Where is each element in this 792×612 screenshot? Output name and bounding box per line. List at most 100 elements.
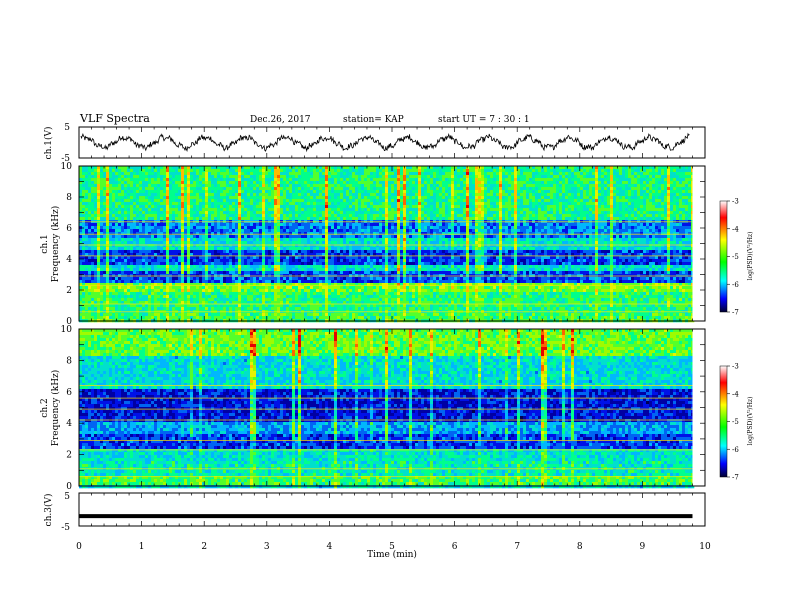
spectrogram-cell xyxy=(154,196,161,200)
spectrogram-cell xyxy=(217,211,221,215)
spectrogram-cell xyxy=(559,256,566,260)
spectrogram-cell xyxy=(454,229,458,233)
spectrogram-cell xyxy=(136,199,140,203)
spectrogram-cell xyxy=(376,193,383,197)
spectrogram-cell xyxy=(484,253,494,257)
spectrogram-cell xyxy=(235,235,239,239)
spectrogram-cell xyxy=(274,172,281,176)
spectrogram-cell xyxy=(463,238,467,242)
spectrogram-cell xyxy=(265,223,275,227)
spectrogram-cell xyxy=(484,241,488,245)
spectrogram-cell xyxy=(79,202,83,206)
spectrogram-cell xyxy=(370,199,374,203)
spectrogram-cell xyxy=(232,229,236,233)
spectrogram-cell xyxy=(424,244,428,248)
spectrogram-cell xyxy=(286,229,290,233)
spectrogram-cell xyxy=(523,214,527,218)
spectrogram-cell xyxy=(187,172,191,176)
spectrogram-cell xyxy=(127,217,131,221)
spectrogram-cell xyxy=(262,181,266,185)
spectrogram-cell xyxy=(604,184,608,188)
spectrogram-cell xyxy=(82,199,92,203)
spectrogram-cell xyxy=(364,178,368,182)
spectrogram-cell xyxy=(346,244,350,248)
spectrogram-cell xyxy=(487,229,491,233)
spectrogram-cell xyxy=(367,244,371,248)
spectrogram-cell xyxy=(652,193,662,197)
spectrogram-cell xyxy=(385,214,389,218)
spectrogram-cell xyxy=(421,193,425,197)
spectrogram-cell xyxy=(289,166,293,170)
spectrogram-cell xyxy=(562,190,566,194)
spectrogram-cell xyxy=(169,226,173,230)
spectrogram-cell xyxy=(616,250,623,254)
spectrogram-cell xyxy=(97,175,101,179)
spectrogram-cell xyxy=(88,193,92,197)
spectrogram-cell xyxy=(403,199,407,203)
spectrogram-cell xyxy=(442,238,449,242)
spectrogram-cell xyxy=(334,256,338,260)
spectrogram-cell xyxy=(505,196,509,200)
spectrogram-cell xyxy=(238,193,242,197)
spectrogram-cell xyxy=(241,250,245,254)
spectrogram-cell xyxy=(469,211,473,215)
spectrogram-cell xyxy=(181,193,185,197)
spectrogram-cell xyxy=(358,241,362,245)
spectrogram-cell xyxy=(349,244,353,248)
spectrogram-cell xyxy=(568,172,572,176)
spectrogram-cell xyxy=(418,211,422,215)
spectrogram-cell xyxy=(130,244,134,248)
spectrogram-cell xyxy=(115,208,119,212)
spectrogram-cell xyxy=(274,226,278,230)
spectrogram-cell xyxy=(337,217,341,221)
spectrogram-cell xyxy=(541,187,557,191)
spectrogram-cell xyxy=(628,229,632,233)
spectrogram-cell xyxy=(571,226,578,230)
spectrogram-cell xyxy=(616,238,620,242)
spectrogram-cell xyxy=(553,235,560,239)
spectrogram-cell xyxy=(367,202,371,206)
spectrogram-cell xyxy=(172,238,176,242)
spectrogram-cell xyxy=(331,256,335,260)
spectrogram-cell xyxy=(526,187,530,191)
spectrogram-cell xyxy=(598,199,602,203)
spectrogram-cell xyxy=(469,256,476,260)
spectrogram-cell xyxy=(598,196,605,200)
spectrogram-cell xyxy=(670,229,677,233)
spectrogram-cell xyxy=(559,166,566,170)
spectrogram-cell xyxy=(166,172,170,176)
spectrogram-cell xyxy=(559,253,566,257)
spectrogram-cell xyxy=(175,199,182,203)
spectrogram-cell xyxy=(220,214,227,218)
spectrogram-cell xyxy=(382,259,386,263)
spectrogram-cell xyxy=(313,175,320,179)
spectrogram-cell xyxy=(301,196,305,200)
spectrogram-cell xyxy=(280,199,284,203)
spectrogram-cell xyxy=(547,241,554,245)
spectrogram-cell xyxy=(625,208,629,212)
spectrogram-cell xyxy=(469,190,476,194)
spectrogram-cell xyxy=(685,229,692,233)
spectrogram-cell xyxy=(400,199,404,203)
spectrogram-cell xyxy=(646,247,653,251)
spectrogram-cell xyxy=(289,199,293,203)
spectrogram-cell xyxy=(316,205,326,209)
spectrogram-cell xyxy=(85,250,92,254)
spectrogram-cell xyxy=(400,214,404,218)
spectrogram-cell xyxy=(664,244,668,248)
spectrogram-cell xyxy=(415,232,419,236)
spectrogram-cell xyxy=(412,232,416,236)
spectrogram-cell xyxy=(301,238,308,242)
spectrogram-cell xyxy=(679,181,683,185)
spectrogram-cell xyxy=(205,223,209,227)
spectrogram-cell xyxy=(364,256,368,260)
spectrogram-cell xyxy=(253,211,257,215)
spectrogram-cell xyxy=(265,235,272,239)
spectrogram-cell xyxy=(142,187,146,191)
spectrogram-cell xyxy=(643,193,647,197)
spectrogram-cell xyxy=(604,202,608,206)
spectrogram-cell xyxy=(448,199,452,203)
spectrogram-cell xyxy=(280,181,287,185)
spectrogram-cell xyxy=(625,196,629,200)
spectrogram-cell xyxy=(439,202,443,206)
